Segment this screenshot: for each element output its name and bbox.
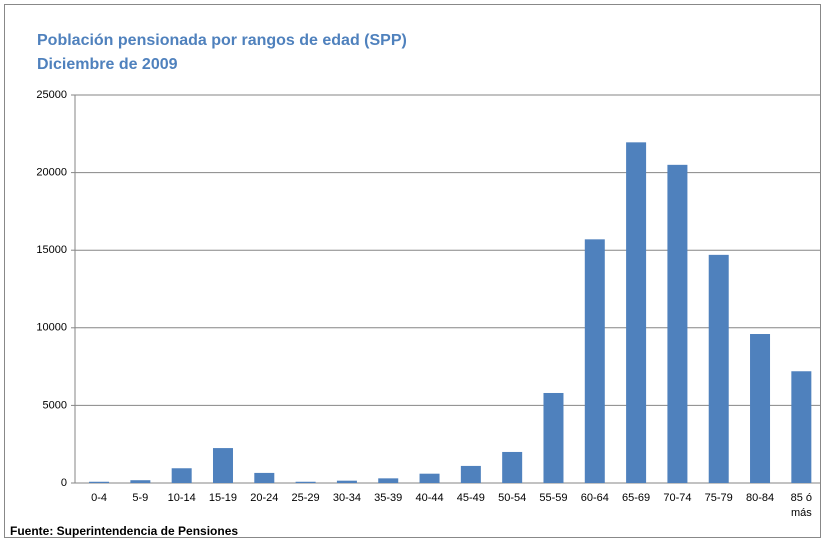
bar xyxy=(626,142,647,483)
x-tick-label: 30-34 xyxy=(333,492,361,504)
x-tick-label: 35-39 xyxy=(374,492,402,504)
x-tick-label: 85 ó más xyxy=(791,492,813,519)
bar xyxy=(130,480,151,483)
source-note: Fuente: Superintendencia de Pensiones xyxy=(10,524,238,538)
bar xyxy=(254,472,275,483)
chart-title: Población pensionada por rangos de edad … xyxy=(37,32,407,49)
bar xyxy=(750,334,771,483)
x-tick-label: 55-59 xyxy=(539,492,567,504)
y-tick-label: 10000 xyxy=(36,322,67,334)
x-tick-label: 65-69 xyxy=(622,492,650,504)
x-tick-label: 60-64 xyxy=(581,492,609,504)
x-tick-label: 5-9 xyxy=(132,492,148,504)
y-tick-label: 5000 xyxy=(43,399,67,411)
y-tick-label: 25000 xyxy=(36,89,67,101)
bar xyxy=(419,473,440,483)
x-tick-label: 10-14 xyxy=(168,492,196,504)
y-tick-label: 20000 xyxy=(36,167,67,179)
y-tick-label: 15000 xyxy=(36,244,67,256)
bar xyxy=(502,451,523,483)
bar xyxy=(584,239,605,483)
bar xyxy=(543,392,564,483)
y-tick-label: 0 xyxy=(61,477,67,489)
x-tick-label: 15-19 xyxy=(209,492,237,504)
x-tick-label: 75-79 xyxy=(705,492,733,504)
chart-subtitle: Diciembre de 2009 xyxy=(37,56,178,73)
x-tick-label: 20-24 xyxy=(250,492,278,504)
bar xyxy=(336,480,357,483)
x-tick-label: 70-74 xyxy=(663,492,691,504)
bar xyxy=(791,371,812,483)
x-tick-label: 0-4 xyxy=(91,492,107,504)
x-tick-label: 80-84 xyxy=(746,492,774,504)
bar xyxy=(460,465,481,483)
x-tick-label: 45-49 xyxy=(457,492,485,504)
bar xyxy=(667,164,688,483)
x-tick-label: 50-54 xyxy=(498,492,526,504)
bar xyxy=(171,468,192,483)
bar xyxy=(89,481,110,483)
bar xyxy=(378,478,399,483)
x-tick-label: 40-44 xyxy=(415,492,443,504)
chart-frame xyxy=(4,4,821,538)
bar xyxy=(212,448,233,483)
x-tick-label: 25-29 xyxy=(292,492,320,504)
bar xyxy=(708,254,729,483)
bar xyxy=(295,481,316,483)
